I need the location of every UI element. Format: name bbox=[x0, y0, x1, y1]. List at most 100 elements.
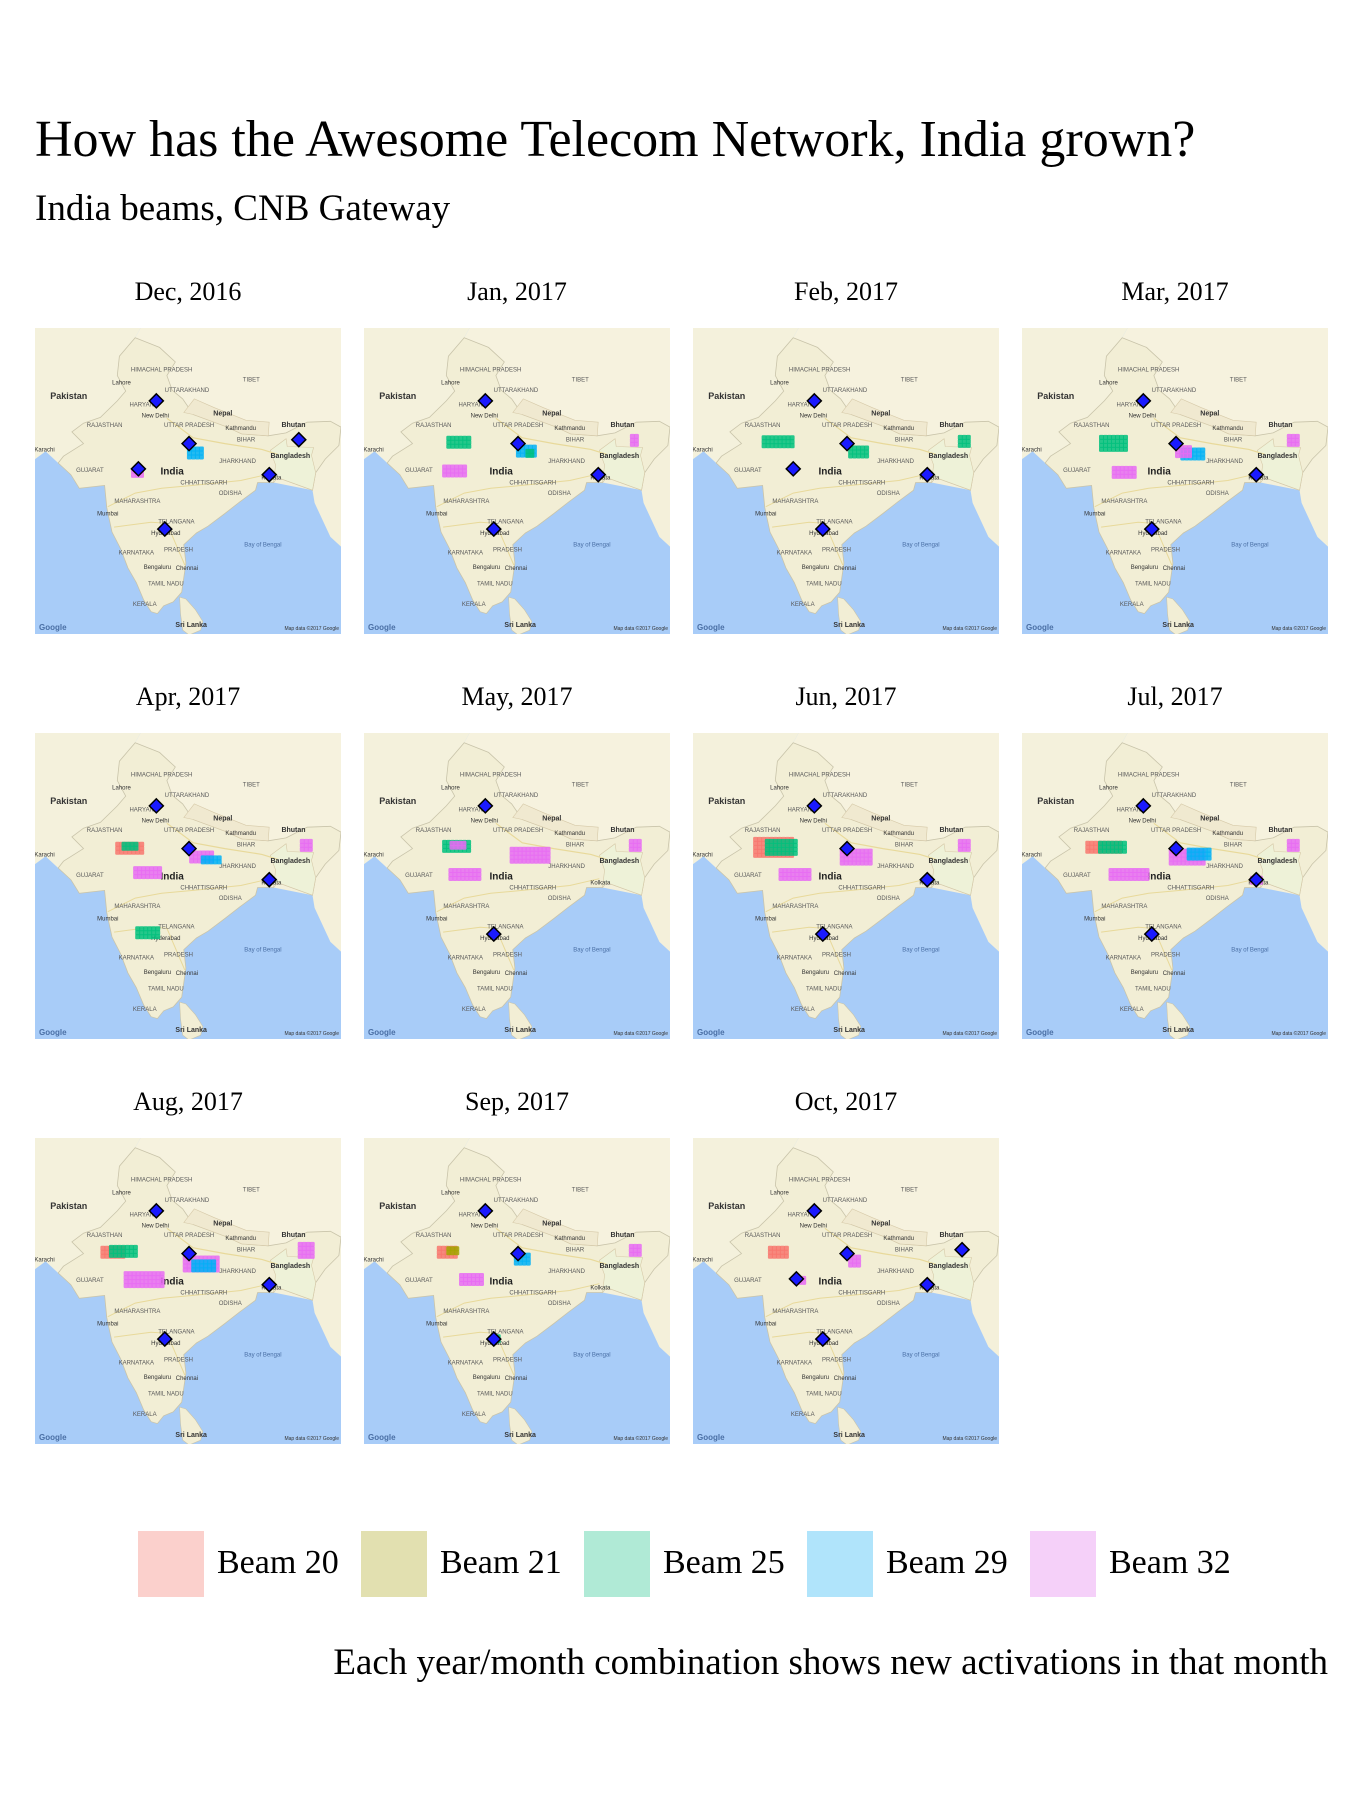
pakistan-land bbox=[35, 733, 141, 868]
beam-25-terminal bbox=[116, 1252, 122, 1258]
bay-of-bengal-label: Bay of Bengal bbox=[902, 1353, 939, 1359]
gateway-marker bbox=[180, 840, 198, 857]
bangladesh-label: Bangladesh bbox=[271, 1263, 311, 1270]
beam-32-terminal bbox=[1294, 433, 1300, 439]
beam-32-terminal bbox=[137, 870, 143, 876]
beam-25-terminal bbox=[860, 445, 866, 451]
jharkhand-label: JHARKHAND bbox=[877, 864, 914, 870]
sri-lanka-land bbox=[179, 1406, 204, 1444]
beam-29-terminal bbox=[515, 452, 521, 458]
bangladesh-label: Bangladesh bbox=[600, 1263, 640, 1270]
beam-25-terminal bbox=[108, 1244, 114, 1250]
legend-swatch bbox=[807, 1531, 873, 1597]
beam-32-terminal bbox=[133, 870, 139, 876]
beam-32-terminal bbox=[135, 1283, 141, 1289]
beam-25-terminal bbox=[1114, 840, 1119, 846]
beam-32-terminal bbox=[450, 464, 456, 470]
karnataka-label: KARNATAKA bbox=[448, 955, 483, 961]
karachi-label: Karachi bbox=[35, 1257, 55, 1263]
facet-panel: May, 2017 Pakistan TIBET HIMACHAL PRADESH UT… bbox=[364, 681, 670, 1045]
beam-25-terminal bbox=[450, 439, 456, 445]
odisha-label: ODISHA bbox=[548, 896, 571, 902]
beam-32-terminal bbox=[509, 846, 515, 852]
beam-25-terminal bbox=[466, 439, 472, 445]
gateway-marker bbox=[814, 1331, 831, 1348]
beam-32-terminal bbox=[1290, 842, 1296, 848]
bay-of-bengal-label: Bay of Bengal bbox=[244, 1353, 281, 1359]
karnataka-label: KARNATAKA bbox=[448, 1360, 483, 1366]
beam-20-terminal bbox=[753, 840, 759, 846]
google-logo: Google bbox=[368, 623, 396, 632]
beam-32-terminal bbox=[961, 838, 967, 844]
beam-25-terminal bbox=[442, 843, 448, 849]
chennai-label: Chennai bbox=[834, 1376, 856, 1382]
gateway-marker bbox=[919, 871, 936, 888]
nepal-label: Nepal bbox=[1200, 815, 1219, 822]
beam-29-terminal bbox=[190, 450, 196, 456]
beam-32-terminal bbox=[1286, 437, 1292, 443]
india-map: Pakistan TIBET HIMACHAL PRADESH UTTARAKHAND… bbox=[35, 733, 341, 1039]
legend-label: Beam 25 bbox=[663, 1544, 785, 1581]
telangana-label: TELANGANA bbox=[158, 519, 194, 525]
beam-25-terminal bbox=[1118, 848, 1123, 854]
chennai-label: Chennai bbox=[176, 971, 198, 977]
beam-25-terminal bbox=[525, 448, 531, 454]
beam-32-terminal bbox=[133, 866, 139, 872]
beam-29-terminal bbox=[1194, 851, 1200, 857]
facet-label: Feb, 2017 bbox=[794, 277, 898, 306]
ganges-road bbox=[495, 822, 607, 860]
beam-32-terminal bbox=[802, 868, 808, 873]
uttarakhand-label: UTTARAKHAND bbox=[823, 1198, 868, 1204]
facet-label: Oct, 2017 bbox=[794, 1087, 898, 1116]
beam-29-terminal bbox=[1192, 455, 1198, 461]
beam-32-terminal bbox=[149, 874, 155, 880]
new-delhi-label: New Delhi bbox=[142, 413, 169, 419]
uttar-pradesh-label: UTTAR PRADESH bbox=[1151, 828, 1201, 834]
gateway-marker bbox=[261, 466, 278, 483]
gujarat-label: GUJARAT bbox=[76, 873, 104, 879]
tamil-nadu-label: TAMIL NADU bbox=[148, 1391, 184, 1397]
google-logo: Google bbox=[1026, 1028, 1054, 1037]
beam-25-terminal bbox=[1122, 840, 1127, 846]
beam-32-terminal bbox=[1124, 868, 1130, 873]
lahore-label: Lahore bbox=[770, 1190, 789, 1196]
beam-32-terminal bbox=[529, 854, 535, 860]
beam-32-terminal bbox=[1115, 465, 1121, 471]
beam-32-terminal bbox=[147, 1279, 153, 1285]
beam-25-terminal bbox=[761, 439, 767, 445]
beam-25-terminal bbox=[848, 453, 854, 459]
beam-32-terminal bbox=[525, 846, 531, 852]
beam-25-terminal bbox=[1110, 848, 1115, 854]
beam-32-terminal bbox=[855, 852, 861, 858]
legend-label: Beam 32 bbox=[1109, 1544, 1231, 1581]
beam-25-terminal bbox=[1115, 442, 1120, 448]
bengaluru-label: Bengaluru bbox=[802, 565, 829, 571]
beam-20-terminal bbox=[1089, 840, 1095, 846]
map-attribution: Map data ©2017 Google bbox=[1271, 625, 1326, 632]
beam-25-terminal bbox=[128, 1252, 134, 1258]
bihar-label: BIHAR bbox=[237, 1248, 256, 1254]
odisha-label: ODISHA bbox=[877, 1301, 900, 1307]
nepal-label: Nepal bbox=[542, 410, 561, 417]
gateway-marker bbox=[148, 1202, 165, 1219]
beam-25-terminal bbox=[773, 443, 779, 449]
facet-panel: Apr, 2017 Pakistan TIBET HIMACHAL PRADESH UT… bbox=[35, 681, 341, 1045]
beam-29-terminal bbox=[1194, 855, 1200, 861]
jharkhand-label: JHARKHAND bbox=[877, 1269, 914, 1275]
bihar-label: BIHAR bbox=[1224, 438, 1243, 444]
himachal-label: HIMACHAL PRADESH bbox=[789, 773, 850, 779]
beam-32-terminal bbox=[541, 846, 547, 852]
beam-20-terminal bbox=[775, 1245, 781, 1251]
beam-32-terminal bbox=[852, 1254, 858, 1260]
bihar-label: BIHAR bbox=[566, 843, 585, 849]
maharashtra-label: MAHARASHTRA bbox=[1101, 499, 1147, 505]
nepal-land bbox=[1170, 803, 1257, 842]
gujarat-label: GUJARAT bbox=[1063, 873, 1091, 879]
beam-32-terminal bbox=[151, 1283, 157, 1289]
sri-lanka-label: Sri Lanka bbox=[175, 1027, 207, 1034]
beam-32-terminal bbox=[1127, 465, 1133, 471]
maharashtra-label: MAHARASHTRA bbox=[772, 1309, 818, 1315]
beam-29-terminal bbox=[198, 450, 204, 456]
sri-lanka-label: Sri Lanka bbox=[1162, 622, 1194, 629]
sri-lanka-label: Sri Lanka bbox=[833, 1027, 865, 1034]
